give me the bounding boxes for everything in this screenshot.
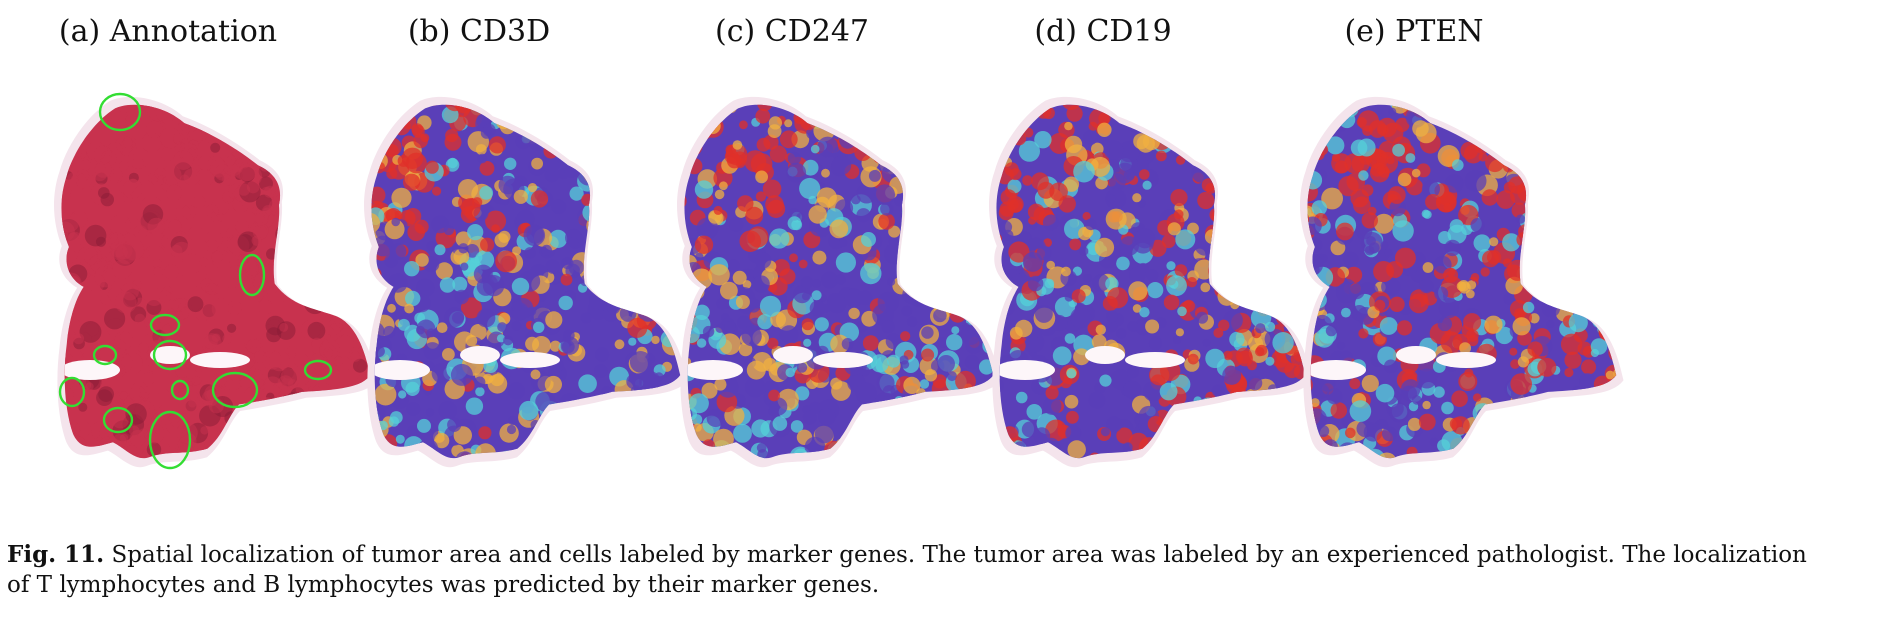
tumor-annotation-outline <box>58 376 86 408</box>
panel-title-e: (e) PTEN <box>1344 14 1484 49</box>
panel-cd3d-heatmap <box>330 70 730 500</box>
caption-line-2: of T lymphocytes and B lymphocytes was p… <box>7 572 880 598</box>
panel-annotation-image <box>20 70 420 500</box>
tumor-annotation-outline <box>148 410 192 470</box>
panel-pten-heatmap <box>1266 70 1666 500</box>
tumor-annotation-outline <box>98 92 142 132</box>
panel-title-a: (a) Annotation <box>58 14 278 49</box>
panel-title-d: (d) CD19 <box>1034 14 1172 49</box>
figure-caption: Fig. 11. Spatial localization of tumor a… <box>7 540 1887 600</box>
panel-title-c: (c) CD247 <box>714 14 870 49</box>
tumor-annotation-outline <box>152 339 188 371</box>
caption-line-1: Spatial localization of tumor area and c… <box>111 542 1807 568</box>
tumor-annotation-outline <box>303 359 333 381</box>
caption-label: Fig. 11. <box>7 541 105 568</box>
tumor-annotation-outline <box>211 371 259 409</box>
tumor-annotation-outline <box>92 344 118 366</box>
panel-cd19-heatmap <box>955 70 1355 500</box>
tumor-annotation-outline <box>102 406 134 434</box>
panel-title-b: (b) CD3D <box>407 14 551 49</box>
tumor-annotation-outline <box>170 379 190 401</box>
tumor-annotation-outline <box>149 313 181 337</box>
tumor-annotation-outline <box>238 253 266 297</box>
